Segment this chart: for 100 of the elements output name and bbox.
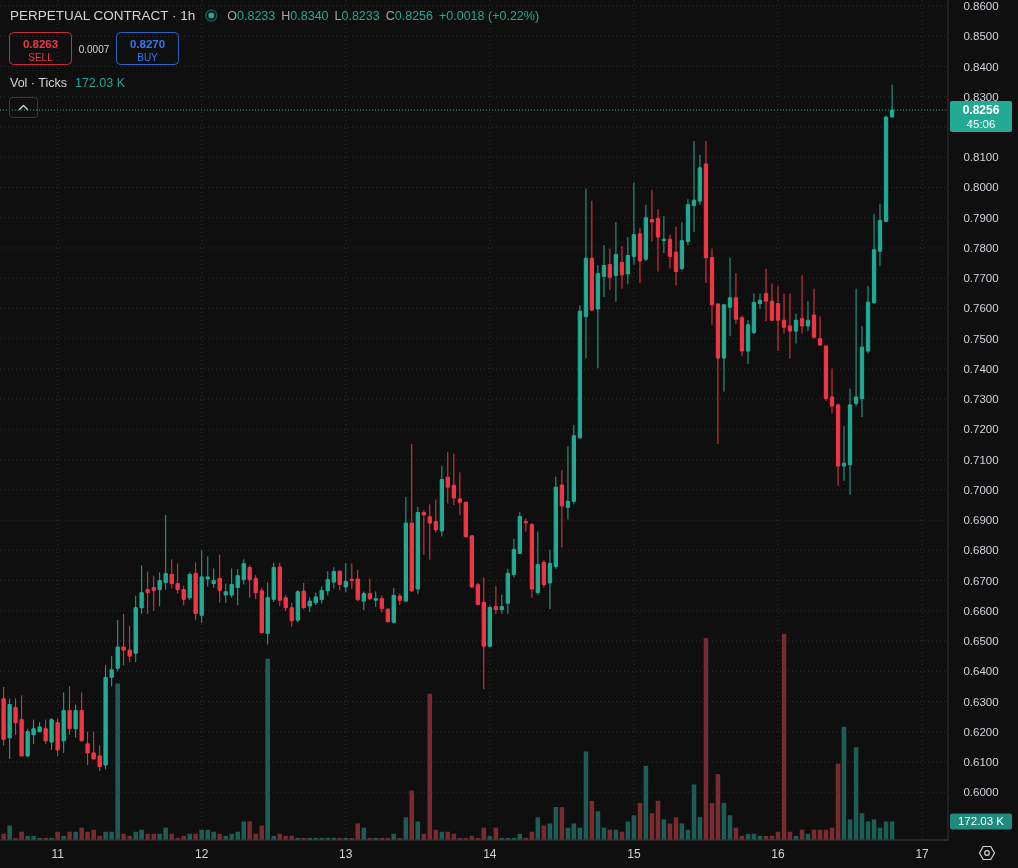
annotation: L0.8233: [334, 9, 380, 23]
candlestick: [43, 719, 48, 745]
x-tick-label: 17: [915, 847, 930, 861]
candlestick: [817, 315, 823, 347]
text: 172.03 K: [957, 815, 1005, 828]
candlestick: [697, 154, 703, 206]
candlestick: [793, 313, 799, 344]
candlestick: [559, 469, 565, 548]
y-tick-label: 0.6200: [963, 725, 999, 738]
candlestick: [505, 568, 511, 615]
candlestick: [361, 590, 366, 611]
y-tick-label: 0.7300: [963, 393, 999, 406]
y-tick-label: 0.7800: [963, 241, 999, 254]
y-tick-label: 0.6900: [963, 514, 999, 527]
candlestick: [451, 453, 456, 506]
annotation: 0.8270: [129, 38, 166, 50]
candlestick: [685, 198, 691, 246]
annotation: H0.8340: [281, 9, 329, 23]
candlestick: [775, 285, 781, 352]
annotation: C0.8256: [385, 9, 434, 23]
candlestick: [763, 268, 769, 322]
candlestick: [643, 204, 649, 262]
annotation: O0.8233: [227, 9, 276, 23]
candlestick: [523, 518, 529, 533]
annotation: +0.0018 (+0.22%): [438, 9, 540, 23]
bar: [55, 831, 60, 840]
y-tick-label: 0.6800: [963, 544, 999, 557]
candlestick: [535, 531, 540, 596]
candlestick: [499, 594, 504, 615]
candlestick: [703, 140, 709, 284]
y-tick-label: 0.7700: [963, 272, 999, 285]
candlestick: [769, 283, 775, 322]
candlestick: [649, 189, 655, 243]
candlestick: [613, 221, 619, 303]
candlestick: [811, 288, 817, 340]
y-tick-label: 0.6700: [963, 574, 999, 587]
candlestick: [619, 245, 625, 290]
candlestick: [757, 293, 763, 310]
candlestick: [871, 213, 877, 305]
candlestick: [403, 496, 409, 603]
y-tick-label: 0.6400: [963, 665, 999, 678]
annotation: 172.03 K: [74, 76, 126, 90]
candlestick: [829, 368, 835, 414]
candlestick: [397, 593, 402, 606]
y-tick-label: 0.7200: [963, 423, 999, 436]
candlestick: [367, 578, 372, 601]
candlestick: [421, 509, 427, 556]
candlestick: [715, 303, 721, 445]
candlestick: [493, 585, 499, 615]
candlestick: [877, 203, 883, 267]
candlestick: [751, 292, 757, 335]
candlestick: [343, 562, 348, 593]
candlestick: [115, 619, 120, 672]
y-tick-label: 0.7500: [963, 332, 999, 345]
x-tick-label: 14: [483, 847, 497, 861]
candlestick: [511, 538, 517, 579]
candlestick: [67, 685, 72, 736]
candlestick: [853, 288, 859, 407]
candlestick: [415, 506, 420, 595]
candlestick: [187, 571, 192, 601]
candlestick: [301, 582, 306, 610]
y-tick-label: 0.8100: [963, 151, 999, 164]
candlestick: [331, 566, 336, 590]
bar: [67, 831, 72, 840]
candlestick: [565, 445, 571, 520]
candlestick: [805, 300, 811, 332]
annotation: BUY: [137, 51, 159, 63]
candlestick: [745, 319, 751, 365]
x-tick-label: 11: [51, 847, 65, 861]
candlestick: [49, 717, 54, 751]
candlestick: [373, 590, 378, 608]
text: PERPETUAL CONTRACT · 1h: [10, 8, 196, 23]
y-tick-label: 0.7400: [963, 362, 999, 375]
candlestick: [709, 248, 715, 326]
candlestick: [295, 589, 300, 624]
candlestick: [637, 227, 643, 284]
candlestick: [787, 293, 793, 360]
candlestick: [727, 257, 733, 337]
candlestick: [7, 697, 12, 760]
y-tick-label: 0.8500: [963, 30, 999, 43]
bar: [73, 831, 78, 840]
y-tick-label: 0.8300: [963, 90, 999, 103]
candlestick: [55, 717, 60, 757]
candlestick: [835, 402, 841, 487]
candlestick: [733, 272, 739, 325]
bar: [7, 825, 12, 840]
candlestick: [799, 274, 805, 335]
candlestick: [595, 264, 601, 369]
x-tick-label: 15: [627, 847, 641, 861]
y-tick-label: 0.7000: [963, 483, 999, 496]
candlestick: [79, 691, 84, 742]
y-tick-label: 0.8600: [963, 0, 999, 13]
candlestick: [409, 443, 414, 593]
candlestick: [631, 182, 637, 266]
y-tick-label: 0.6300: [963, 695, 999, 708]
annotation: SELL: [28, 51, 54, 63]
candlestick: [721, 303, 727, 393]
candlestick: [427, 503, 432, 561]
candlestick: [193, 561, 198, 621]
candlestick: [439, 465, 445, 537]
